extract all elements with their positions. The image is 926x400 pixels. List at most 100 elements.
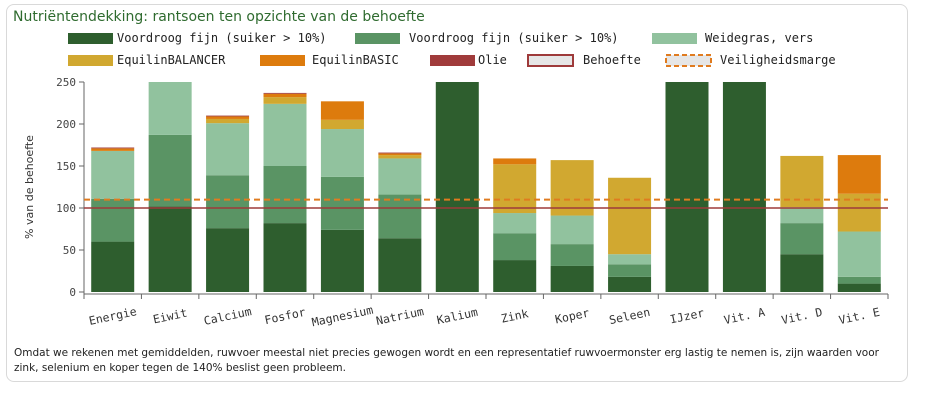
bar-koper-2 [550,215,594,245]
bar-energie-5 [91,147,135,149]
bar-zink-1 [493,233,537,261]
bar-eiwit-2 [148,82,192,135]
bar-vit-e-1 [837,276,881,284]
y-tick-label-200: 200 [56,118,76,131]
bar-fosfor-3 [263,97,307,104]
x-tick-label-energie: Energie [88,304,138,328]
bar-vit-e-0 [837,283,881,292]
bar-magnesium-4 [320,101,364,120]
legend-swatch-weidegras-vers [652,33,697,44]
bar-magnesium-1 [320,176,364,230]
legend-swatch-voordroog-fijn-suiker-10 [355,33,400,44]
y-tick-label-150: 150 [56,160,76,173]
legend-item-6: Behoefte [527,53,641,67]
bar-calcium-4 [206,116,250,119]
bar-calcium-5 [206,115,250,117]
legend-swatch-veiligheidsmarge [665,54,712,67]
bar-natrium-1 [378,194,422,239]
bar-eiwit-0 [148,206,192,292]
bar-natrium-3 [378,155,422,159]
footnote: Omdat we rekenen met gemiddelden, ruwvoe… [14,347,879,374]
bar-energie-2 [91,150,135,199]
x-tick-label-seleen: Seleen [608,305,652,327]
bar-natrium-0 [378,238,422,292]
x-tick-label-vit-e: Vit. E [838,305,882,327]
x-tick-label-natrium: Natrium [375,304,425,328]
plot-area: 0 50 100 150 200 250 % van de behoefte Energie E… [23,76,889,330]
legend-item-1: Voordroog fijn (suiker > 10%) [355,31,619,45]
bar-seleen-2 [608,254,652,265]
legend-item-5: Olie [430,53,507,67]
legend: Voordroog fijn (suiker > 10%) Voordroog f… [68,31,836,67]
bar-magnesium-2 [320,129,364,177]
legend-label-voordroog-fijn-suiker-10: Voordroog fijn (suiker > 10%) [117,31,327,45]
bar-koper-3 [550,160,594,216]
bar-zink-0 [493,260,537,292]
x-tick-label-zink: Zink [500,306,530,325]
legend-item-7: Veiligheidsmarge [665,53,836,67]
bar-magnesium-3 [320,119,364,130]
legend-swatch-equilinbasic [260,55,305,66]
legend-label-equilinbalancer: EquilinBALANCER [117,53,226,67]
bar-vit-d-1 [780,223,824,255]
bar-calcium-3 [206,118,250,124]
bar-fosfor-2 [263,103,307,166]
bar-calcium-2 [206,123,250,176]
bar-seleen-0 [608,276,652,292]
bar-eiwit-1 [148,134,192,207]
bar-vit-d-0 [780,254,824,292]
x-tick-label-vit-d: Vit. D [780,305,824,327]
bar-zink-3 [493,164,537,214]
bar-vit-e-2 [837,231,881,277]
bar-fosfor-1 [263,166,307,224]
bar-seleen-1 [608,264,652,277]
y-tick-label-250: 250 [56,76,76,89]
x-tick-label-eiwit: Eiwit [152,306,189,327]
x-tick-label-ijzer: IJzer [669,306,706,327]
legend-label-voordroog-fijn-suiker-10: Voordroog fijn (suiker > 10%) [409,31,619,45]
chart-title: Nutriëntendekking: rantsoen ten opzichte… [13,9,425,25]
bar-calcium-1 [206,175,250,229]
bar-koper-1 [550,244,594,266]
y-tick-label-100: 100 [56,202,76,215]
legend-label-veiligheidsmarge: Veiligheidsmarge [720,53,836,67]
legend-swatch-olie [430,55,475,66]
bar-fosfor-5 [263,92,307,94]
legend-label-equilinbasic: EquilinBASIC [312,53,399,67]
legend-label-behoefte: Behoefte [583,53,641,67]
bar-energie-1 [91,198,135,242]
x-tick-label-koper: Koper [554,306,591,327]
x-tick-label-calcium: Calcium [202,304,252,328]
bar-natrium-5 [378,152,422,154]
bar-kalium-0 [435,82,479,292]
bar-calcium-0 [206,228,250,292]
x-tick-label-fosfor: Fosfor [263,305,307,327]
bar-seleen-3 [608,177,652,255]
bar-vit-a-0 [722,82,766,292]
legend-item-2: Weidegras, vers [652,31,813,45]
legend-item-3: EquilinBALANCER [68,53,226,67]
bar-vit-d-2 [780,207,824,224]
bar-fosfor-4 [263,93,307,98]
y-tick-label-50: 50 [63,244,76,257]
y-tick-label-0: 0 [69,286,76,299]
legend-item-4: EquilinBASIC [260,53,399,67]
bar-energie-0 [91,241,135,292]
bar-ijzer-0 [665,82,709,292]
legend-swatch-voordroog-fijn-suiker-10 [68,33,113,44]
bar-natrium-2 [378,158,422,195]
bars [91,82,881,292]
bar-energie-4 [91,148,135,151]
legend-swatch-equilinbalancer [68,55,113,66]
bar-zink-4 [493,158,537,165]
bar-vit-e-4 [837,155,881,194]
legend-item-0: Voordroog fijn (suiker > 10%) [68,31,327,45]
x-tick-label-magnesium: Magnesium [310,303,374,330]
legend-swatch-behoefte [527,54,574,67]
bar-fosfor-0 [263,223,307,292]
legend-label-olie: Olie [478,53,507,67]
bar-koper-0 [550,265,594,292]
legend-label-weidegras-vers: Weidegras, vers [705,31,813,45]
stacked-bar-chart: Voordroog fijn (suiker > 10%) Voordroog f… [23,31,889,330]
y-axis-label: % van de behoefte [23,135,36,239]
